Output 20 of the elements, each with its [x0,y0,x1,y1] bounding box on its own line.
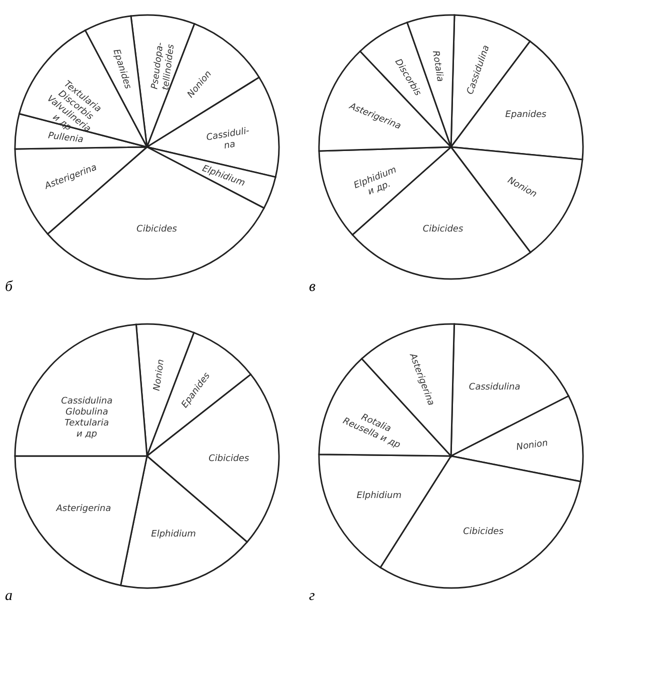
text: а [5,588,12,604]
slice-label: Nonion [152,358,167,392]
slice-label: Nonion [516,438,549,453]
slice-label: Pseudopa- tellinoides [150,42,177,91]
slice-label: Pullenia [47,131,84,146]
slice-label: Cibicides [208,454,250,464]
slice-label: Cibicides [422,224,464,234]
slice-label: Asterigerina [55,504,112,514]
text: г [309,588,315,604]
slice-label: Cassiduli- na [206,126,250,152]
text: в [309,279,316,295]
slice-label: Elphidium [356,491,402,502]
slice-label: Cibicides [136,224,178,234]
slice-label: Rotalia [430,50,445,83]
slice-label: Epanides [505,110,547,120]
slice-label: Cassidulina Globulina Textularia и др [61,396,112,440]
slice-label: Elphidium [151,529,196,540]
slice-label: Cassidulina [468,382,520,393]
text: б [5,279,13,295]
slice-label: Cibicides [463,527,504,538]
